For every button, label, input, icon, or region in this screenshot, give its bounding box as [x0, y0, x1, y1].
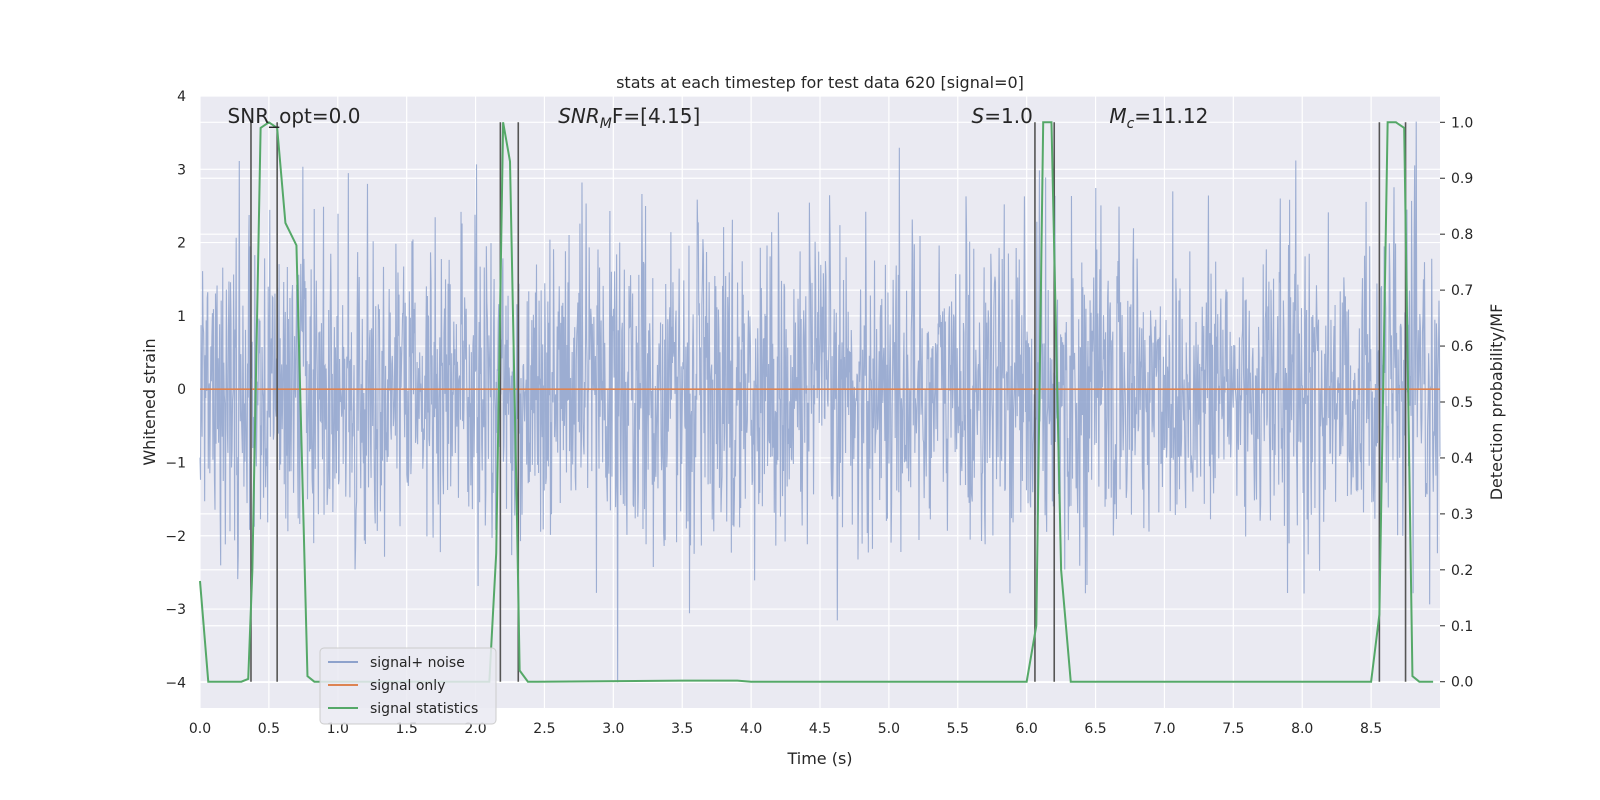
x-tick-label: 8.5 — [1360, 721, 1382, 737]
x-tick-labels: 0.0 0.5 1.0 1.5 2.0 2.5 3.0 3.5 4.0 4.5 5.0 5.5 6.0 6… — [189, 721, 1382, 737]
y-tick-label: 2 — [177, 236, 186, 252]
y2-axis-title: Detection probability/MF — [1487, 304, 1506, 501]
annotation-4: Mc=11.12 — [1109, 104, 1208, 132]
y2-tick-label: 0.5 — [1451, 395, 1473, 411]
y2-tick-label: 0.4 — [1451, 451, 1473, 467]
x-tick-label: 5.0 — [878, 721, 900, 737]
x-tick-label: 0.5 — [258, 721, 280, 737]
y2-tick-label: 0.1 — [1451, 619, 1473, 635]
x-axis-title: Time (s) — [786, 749, 852, 768]
y2-tick-label: 1.0 — [1451, 115, 1473, 131]
x-tick-label: 0.0 — [189, 721, 211, 737]
y2-tick-label: 0.3 — [1451, 507, 1473, 523]
y-tick-label: 0 — [177, 382, 186, 398]
annotation-3: S=1.0 — [972, 104, 1033, 128]
y-tick-label: −1 — [165, 455, 186, 471]
legend-box — [319, 647, 497, 725]
x-tick-label: 4.0 — [740, 721, 762, 737]
y-tick-label: −3 — [165, 602, 186, 618]
y2-tick-label: 0.7 — [1451, 283, 1473, 299]
y2-tick-label: 0.6 — [1451, 339, 1473, 355]
annotation-2: SNRMF=[4.15] — [558, 104, 700, 132]
y-tick-labels: 4 3 2 1 0 −1 −2 −3 −4 — [165, 89, 186, 691]
legend: signal+ noise signal only signal statist… — [319, 647, 497, 725]
legend-label-signal-only: signal only — [370, 678, 445, 694]
y-tick-label: 4 — [177, 89, 186, 105]
x-tick-label: 1.5 — [396, 721, 418, 737]
y-axis-title: Whitened strain — [140, 338, 159, 465]
y2-tick-label: 0.2 — [1451, 563, 1473, 579]
y2-tick-label: 0.9 — [1451, 171, 1473, 187]
legend-label-noise: signal+ noise — [370, 655, 465, 671]
x-tick-label: 4.5 — [809, 721, 831, 737]
y-tick-label: −4 — [165, 675, 186, 691]
x-tick-label: 8.0 — [1291, 721, 1313, 737]
x-tick-label: 7.5 — [1222, 721, 1244, 737]
y2-tick-label: 0.8 — [1451, 227, 1473, 243]
annotations: SNR_opt=0.0 SNRMF=[4.15] S=1.0 Mc=11.12 — [228, 104, 1209, 132]
series-signal-plus-noise — [199, 121, 1441, 683]
legend-label-statistics: signal statistics — [370, 701, 478, 717]
x-tick-label: 6.0 — [1016, 721, 1038, 737]
x-tick-label: 3.0 — [602, 721, 624, 737]
x-tick-label: 5.5 — [947, 721, 969, 737]
annotation-1: SNR_opt=0.0 — [228, 104, 361, 128]
chart-title: stats at each timestep for test data 620… — [616, 73, 1024, 92]
y-tick-label: 3 — [177, 162, 186, 178]
x-tick-label: 3.5 — [671, 721, 693, 737]
x-tick-label: 2.5 — [533, 721, 555, 737]
noise-trace — [199, 121, 1441, 683]
x-tick-label: 7.0 — [1153, 721, 1175, 737]
x-tick-label: 2.0 — [464, 721, 486, 737]
series-signal-statistics — [199, 121, 1434, 683]
y-tick-label: −2 — [165, 529, 186, 545]
y2-tick-label: 0.0 — [1451, 675, 1473, 691]
statistics-trace — [199, 121, 1434, 683]
y2-tick-labels: 1.0 0.9 0.8 0.7 0.6 0.5 0.4 0.3 0.2 0.1 0.0 — [1451, 115, 1473, 690]
y-tick-label: 1 — [177, 309, 186, 325]
x-tick-label: 6.5 — [1084, 721, 1106, 737]
x-tick-label: 1.0 — [327, 721, 349, 737]
